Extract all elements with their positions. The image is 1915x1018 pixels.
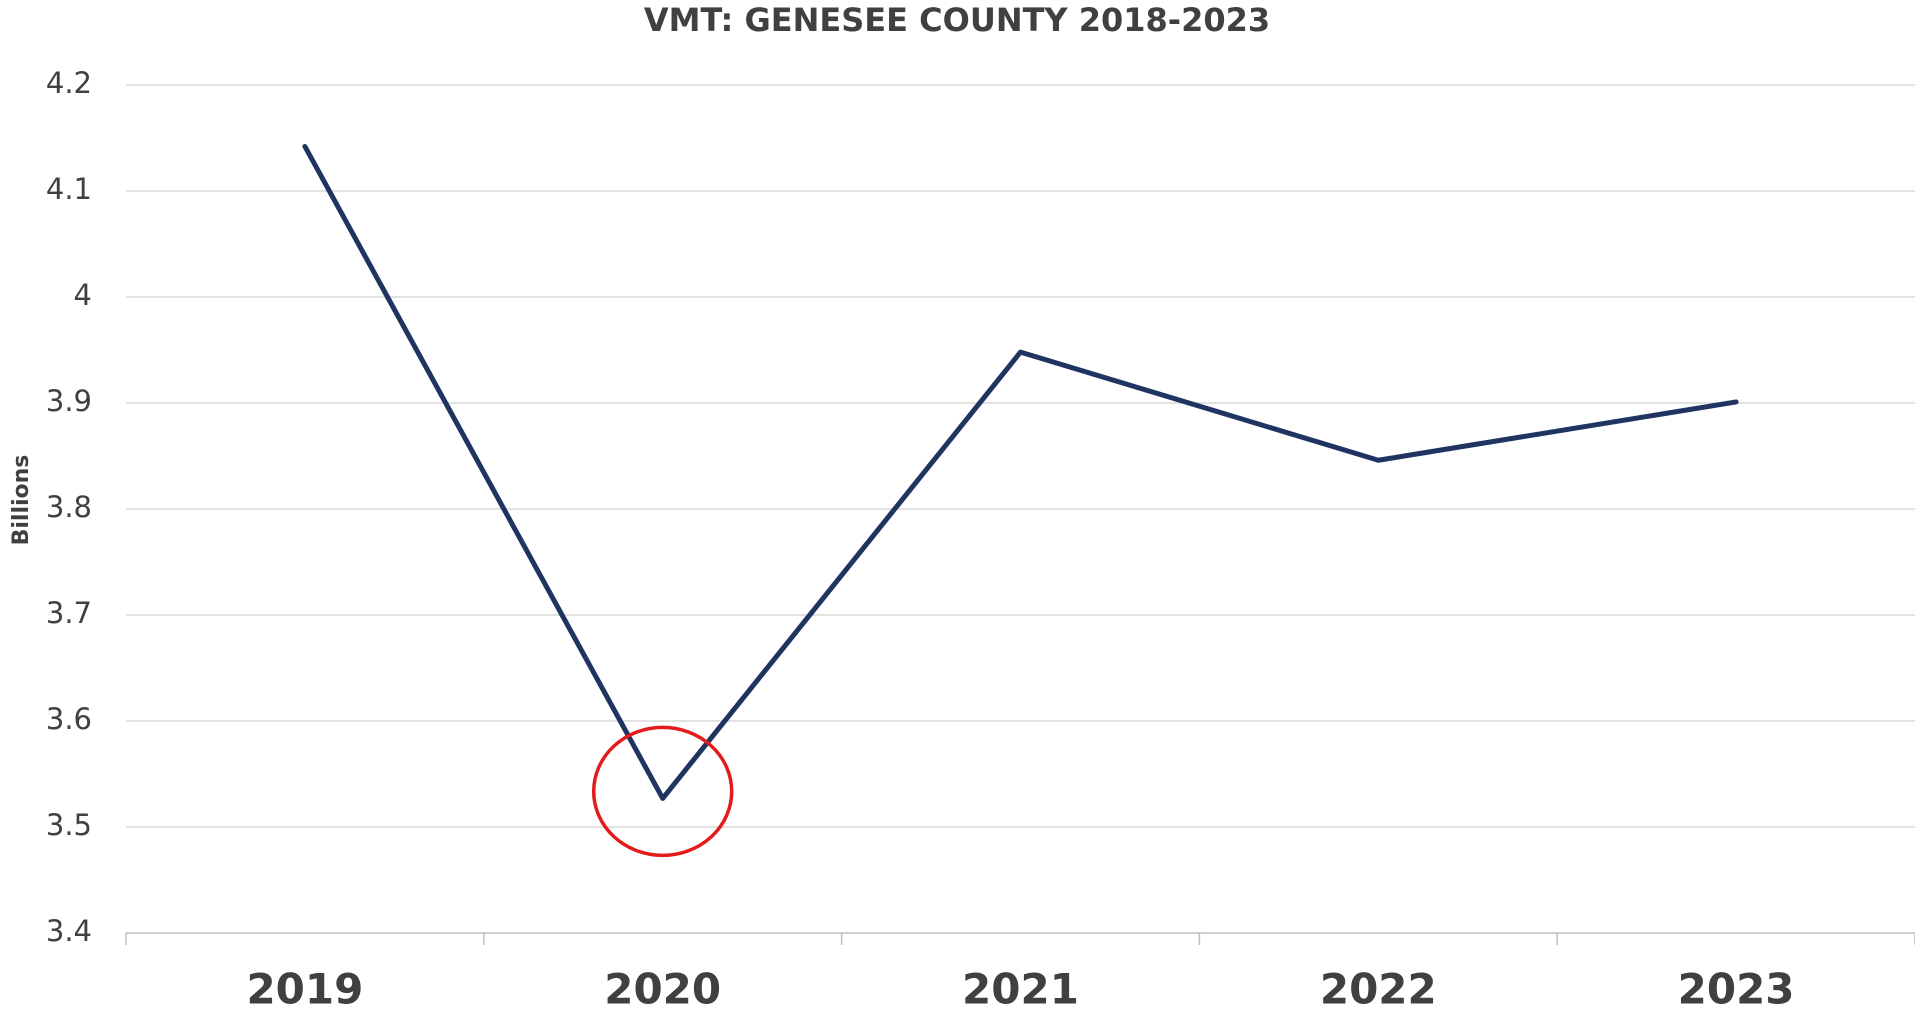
- line-series: [302, 143, 1739, 801]
- y-tick-label: 3.9: [46, 384, 92, 418]
- y-axis-label: Billions: [9, 455, 34, 546]
- highlight-circle: [591, 725, 734, 858]
- x-tick-label: 2019: [246, 965, 363, 1014]
- y-tick-label: 4.1: [46, 172, 92, 206]
- y-tick-label: 3.8: [46, 490, 92, 524]
- y-tick-label: 3.5: [46, 808, 92, 842]
- y-tick-label: 4.2: [46, 66, 92, 100]
- x-tick-label: 2020: [604, 965, 721, 1014]
- x-tick-label: 2021: [962, 965, 1079, 1014]
- y-tick-label: 3.4: [46, 914, 92, 948]
- chart-title: VMT: GENESEE COUNTY 2018-2023: [644, 1, 1270, 39]
- y-tick-label: 4: [74, 278, 92, 312]
- x-tick-label: 2023: [1678, 965, 1795, 1014]
- y-tick-label: 3.7: [46, 596, 92, 630]
- y-tick-label: 3.6: [46, 702, 92, 736]
- x-tick-label: 2022: [1320, 965, 1437, 1014]
